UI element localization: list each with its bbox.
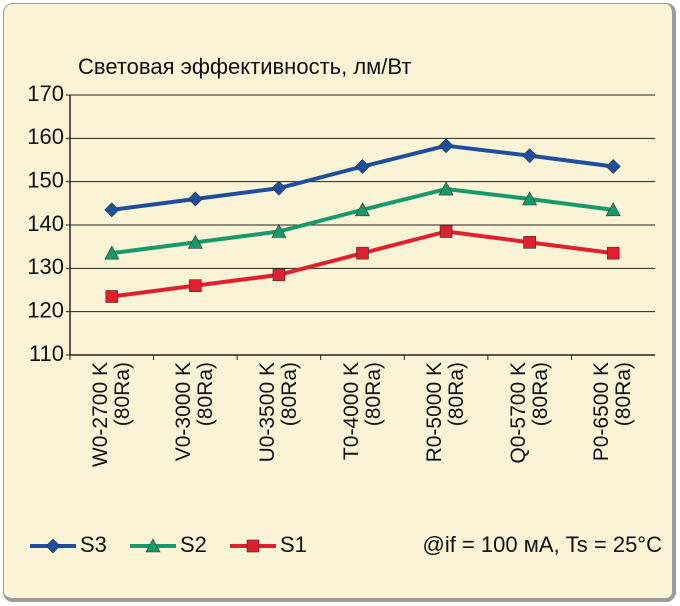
y-tick-label: 160 <box>27 124 64 149</box>
legend-marker <box>145 538 161 553</box>
series-line <box>111 229 614 299</box>
x-tick-label: P0-6500 K (80Ra) <box>590 362 636 462</box>
point <box>439 225 453 238</box>
x-tick-label: W0-2700 K (80Ra) <box>88 362 134 468</box>
x-tick-label: Q0-5700 K (80Ra) <box>506 362 552 464</box>
x-tick-label: T0-4000 K (80Ra) <box>339 362 385 461</box>
legend-marker <box>246 539 260 553</box>
point <box>438 138 454 154</box>
x-tick-label: V0-3000 K (80Ra) <box>172 362 218 462</box>
y-tick-label: 140 <box>27 211 64 236</box>
y-tick-label: 120 <box>27 297 64 322</box>
y-tick-label: 170 <box>27 81 64 106</box>
point <box>355 159 370 174</box>
y-tick-label: 110 <box>29 341 64 366</box>
legend-label: S2 <box>180 532 207 557</box>
point <box>271 180 287 196</box>
point <box>105 290 119 303</box>
point <box>523 236 536 249</box>
point <box>605 202 621 217</box>
point <box>354 202 371 217</box>
point <box>104 245 120 260</box>
point <box>356 246 369 260</box>
y-tick-label: 130 <box>27 254 64 279</box>
point <box>187 191 203 207</box>
point <box>606 246 620 260</box>
point <box>605 159 621 174</box>
legend-marker <box>45 538 61 554</box>
y-tick-label: 150 <box>27 167 64 192</box>
point <box>104 202 120 218</box>
x-tick-label: R0-5000 K (80Ra) <box>423 362 469 463</box>
point <box>187 234 203 249</box>
point <box>522 148 538 164</box>
point <box>438 181 454 196</box>
point <box>272 268 286 282</box>
point <box>189 279 202 292</box>
annotation: @if = 100 мА, Ts = 25°C <box>423 532 663 557</box>
point <box>271 223 287 238</box>
legend-label: S3 <box>80 532 107 557</box>
chart-title: Световая эффективность, лм/Вт <box>78 54 411 79</box>
point <box>522 191 538 206</box>
x-tick-label: U0-3500 K (80Ra) <box>255 362 301 463</box>
legend-label: S1 <box>280 532 307 557</box>
